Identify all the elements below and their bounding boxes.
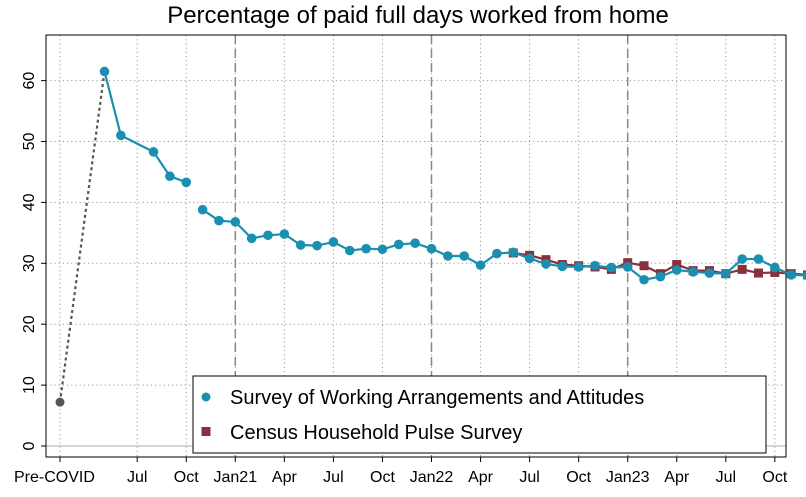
x-tick-label: Oct — [174, 469, 199, 486]
data-point — [443, 251, 453, 261]
x-tick-label: Jul — [519, 469, 539, 486]
data-point — [639, 274, 649, 285]
pre-covid-connector — [58, 71, 106, 403]
data-point — [524, 253, 535, 264]
data-point — [148, 147, 159, 157]
legend: Survey of Working Arrangements and Attit… — [192, 375, 767, 454]
y-tick-label: 50 — [21, 133, 38, 151]
data-point — [99, 66, 110, 77]
data-point — [410, 238, 420, 249]
y-tick-label: 30 — [21, 254, 38, 272]
data-point — [181, 177, 192, 188]
x-tick-label: Jan22 — [410, 469, 454, 486]
data-point — [639, 261, 649, 271]
x-tick-label: Jan23 — [606, 469, 650, 486]
legend-label-census: Census Household Pulse Survey — [230, 422, 522, 444]
data-point — [802, 270, 806, 281]
x-tick-label: Jul — [716, 469, 736, 486]
data-point — [622, 262, 633, 272]
data-point — [312, 240, 322, 251]
data-point — [394, 239, 404, 250]
data-point — [590, 260, 600, 271]
data-point — [737, 264, 747, 274]
x-tick-label: Pre-COVID — [14, 469, 95, 486]
data-point — [230, 217, 241, 227]
y-tick-label: 60 — [21, 72, 38, 90]
axes: 0 10 20 30 40 50 60 Pre-COVID Jul Oct Jan21 Apr Jul O… — [14, 34, 788, 486]
data-point — [753, 254, 764, 264]
legend-label-swaa: Survey of Working Arrangements and Attit… — [230, 387, 644, 409]
data-point — [361, 243, 371, 254]
data-point — [508, 247, 519, 258]
legend-marker-census — [201, 427, 211, 436]
x-tick-label: Jan21 — [214, 469, 258, 486]
data-point — [475, 260, 486, 270]
data-point — [737, 254, 747, 264]
data-point — [426, 243, 437, 254]
data-point — [786, 270, 796, 280]
y-tick-label: 10 — [21, 376, 38, 394]
y-tick-label: 20 — [21, 315, 38, 333]
x-tick-label: Oct — [370, 469, 395, 486]
data-point — [279, 229, 290, 239]
data-point — [606, 262, 617, 273]
data-point — [344, 245, 355, 256]
series-lines — [55, 66, 806, 407]
y-tick-label: 0 — [21, 441, 38, 450]
data-point — [459, 251, 470, 261]
x-tick-label: Jul — [323, 469, 343, 486]
data-point — [492, 248, 502, 259]
data-point — [688, 267, 698, 277]
x-tick-label: Apr — [468, 469, 494, 486]
data-point — [573, 262, 584, 272]
data-point — [214, 215, 224, 226]
legend-box — [192, 375, 767, 454]
x-tick-label: Oct — [762, 469, 787, 486]
data-point — [770, 267, 780, 277]
data-point — [721, 268, 731, 279]
data-point — [655, 271, 666, 282]
data-point — [672, 260, 682, 270]
data-point — [197, 204, 208, 215]
data-point — [754, 268, 763, 278]
x-tick-label: Jul — [127, 469, 147, 486]
data-point — [116, 130, 126, 141]
data-point — [328, 237, 339, 247]
data-point — [263, 230, 273, 241]
series-swaa — [99, 66, 806, 285]
pre-covid-point — [55, 397, 65, 407]
series-line — [103, 71, 187, 184]
y-tick-label: 40 — [21, 193, 38, 211]
data-point — [295, 240, 306, 250]
data-point — [671, 265, 682, 275]
data-point — [246, 233, 257, 244]
data-point — [165, 171, 175, 182]
chart-title: Percentage of paid full days worked from… — [167, 2, 669, 29]
data-point — [770, 262, 780, 273]
x-tick-label: Oct — [566, 469, 591, 486]
legend-marker-swaa — [201, 392, 211, 402]
series-line — [201, 208, 806, 281]
x-tick-label: Apr — [664, 469, 690, 486]
x-tick-label: Apr — [272, 469, 298, 486]
data-point — [557, 261, 568, 272]
data-point — [704, 268, 715, 278]
data-point — [377, 244, 388, 255]
plot-frame — [45, 34, 787, 458]
data-point — [541, 259, 551, 269]
